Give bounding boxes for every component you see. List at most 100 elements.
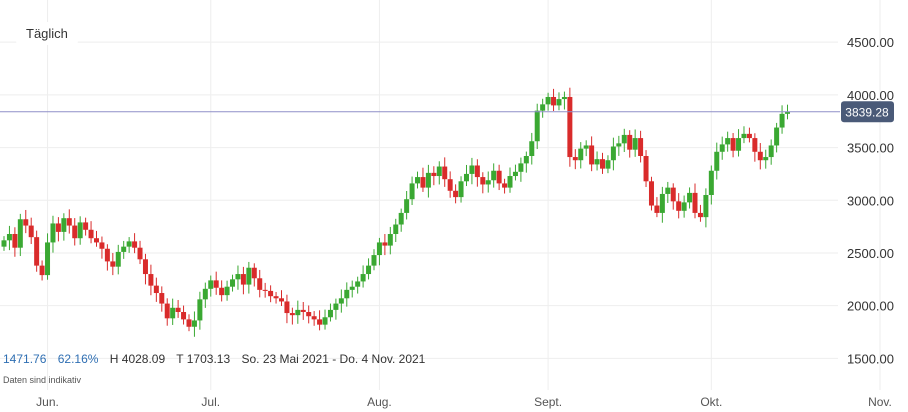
candle-body [583,145,589,149]
candle-body [300,309,306,312]
candle-body [757,151,763,161]
candle-body [474,165,480,178]
candle-body [415,177,421,184]
candle-body [659,193,665,213]
candle-body [12,234,18,248]
candle-body [148,274,154,286]
candle-body [66,218,72,226]
candle-body [376,242,382,256]
candle-body [121,246,127,252]
candle-body [360,274,366,282]
y-tick-label: 4000.00 [847,88,894,103]
y-tick-label: 2500.00 [847,246,894,261]
candle-body [551,96,557,106]
x-axis: Jun. Jul. Aug. Sept. Okt. Nov. [36,395,892,409]
candle-body [480,177,486,185]
candle-body [295,309,301,316]
candle-body [431,172,437,177]
candle-body [115,251,121,267]
low-value: T 1703.13 [176,352,231,366]
candle-body [273,296,279,299]
candle-body [355,281,361,287]
candle-body [246,267,252,285]
candle-body [567,96,573,158]
candle-body [491,170,497,181]
candle-body [278,298,284,302]
candle-body [333,303,339,310]
y-tick-label: 4500.00 [847,35,894,50]
candle-body [262,289,268,291]
candle-body [23,219,29,226]
candle-body [142,259,148,275]
candle-body [638,138,644,156]
candle-body [110,261,116,267]
candle-body [251,267,257,279]
candle-body [442,166,448,180]
candle-body [779,113,785,128]
candle-body [77,222,83,239]
candle-body [725,138,731,145]
candle-body [17,219,23,248]
high-value: H 4028.09 [109,352,166,366]
y-tick-label: 3000.00 [847,193,894,208]
candle-body [648,181,654,206]
candle-body [502,183,508,188]
candle-body [181,312,187,320]
candle-body [485,180,491,185]
candle-body [730,138,736,151]
candle-body [458,181,464,198]
x-tick-label: Okt. [700,395,722,409]
candle-body [327,309,333,318]
candle-body [132,241,138,248]
candle-body [224,286,230,296]
y-tick-label: 1500.00 [847,351,894,366]
candle-body [34,237,40,266]
candles [1,87,791,337]
candle-body [610,146,616,161]
change-percent: 62.16% [57,352,99,366]
candle-body [605,160,611,169]
candle-body [632,138,638,150]
candle-body [393,224,399,234]
candle-body [382,242,388,246]
candle-body [28,225,34,238]
candle-body [191,320,197,327]
candle-body [344,289,350,299]
candle-body [170,307,176,319]
current-price-label-box [841,101,894,123]
x-tick-label: Nov. [868,395,892,409]
current-price-label: 3839.28 [841,101,894,123]
candle-body [768,145,774,158]
candle-body [670,187,676,202]
candle-body [398,212,404,225]
candle-body [578,148,584,161]
candle-body [72,225,78,239]
candle-body [534,110,540,142]
candle-body [594,159,600,165]
candle-body [219,287,225,296]
candle-body [545,96,551,105]
candle-body [507,176,513,188]
candle-body [708,170,714,195]
candle-body [425,172,431,188]
candle-body [420,177,426,188]
candle-body [126,241,132,247]
candle-body [654,205,660,213]
candle-body [643,156,649,182]
candle-body [213,280,219,288]
date-range: So. 23 Mai 2021 - Do. 4 Nov. 2021 [241,352,426,366]
candle-body [763,157,769,161]
candle-body [1,240,7,247]
period-daily-button[interactable]: Täglich [16,22,78,45]
candle-body [311,316,317,320]
candle-body [665,187,671,194]
candle-body [39,265,45,276]
stats-bar: 1471.76 62.16% H 4028.09 T 1703.13 So. 2… [3,352,433,366]
candle-body [714,151,720,171]
candle-body [268,290,274,297]
candle-body [284,301,290,314]
candle-body [55,223,61,232]
candle-body [512,171,518,177]
candle-body [523,156,529,164]
candle-body [719,144,725,152]
